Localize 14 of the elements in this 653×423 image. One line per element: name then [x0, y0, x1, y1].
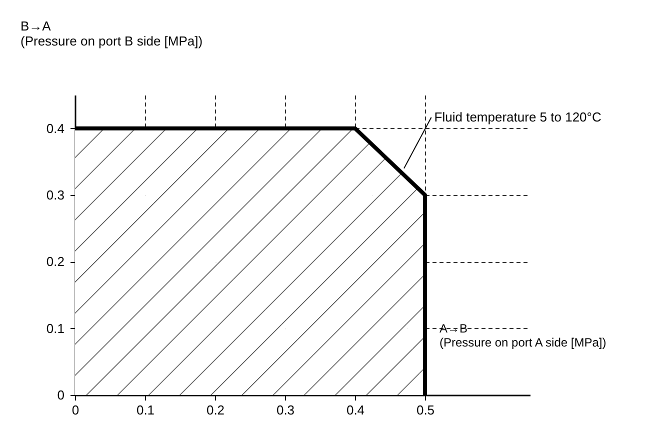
- y-tick-label: 0.4: [46, 120, 64, 136]
- x-tick-label: 0.4: [346, 402, 365, 418]
- annotation: Fluid temperature 5 to 120°C: [434, 109, 602, 124]
- x-tick-label: 0.5: [416, 402, 435, 418]
- x-axis-title: A→B (Pressure on port A side [MPa]): [440, 322, 606, 350]
- y-axis-title: B→A (Pressure on port B side [MPa]): [20, 18, 203, 48]
- x-tick-label: 0.2: [206, 402, 225, 418]
- y-tick-label: 0.3: [46, 188, 64, 202]
- x-tick-label: 0.3: [276, 402, 295, 418]
- x-tick-label: 0.1: [136, 402, 155, 418]
- x-tick-label: 0: [72, 402, 80, 418]
- y-tick-label: 0.2: [46, 254, 64, 270]
- y-tick-label: 0: [57, 388, 64, 402]
- y-tick-label: 0.1: [46, 320, 64, 336]
